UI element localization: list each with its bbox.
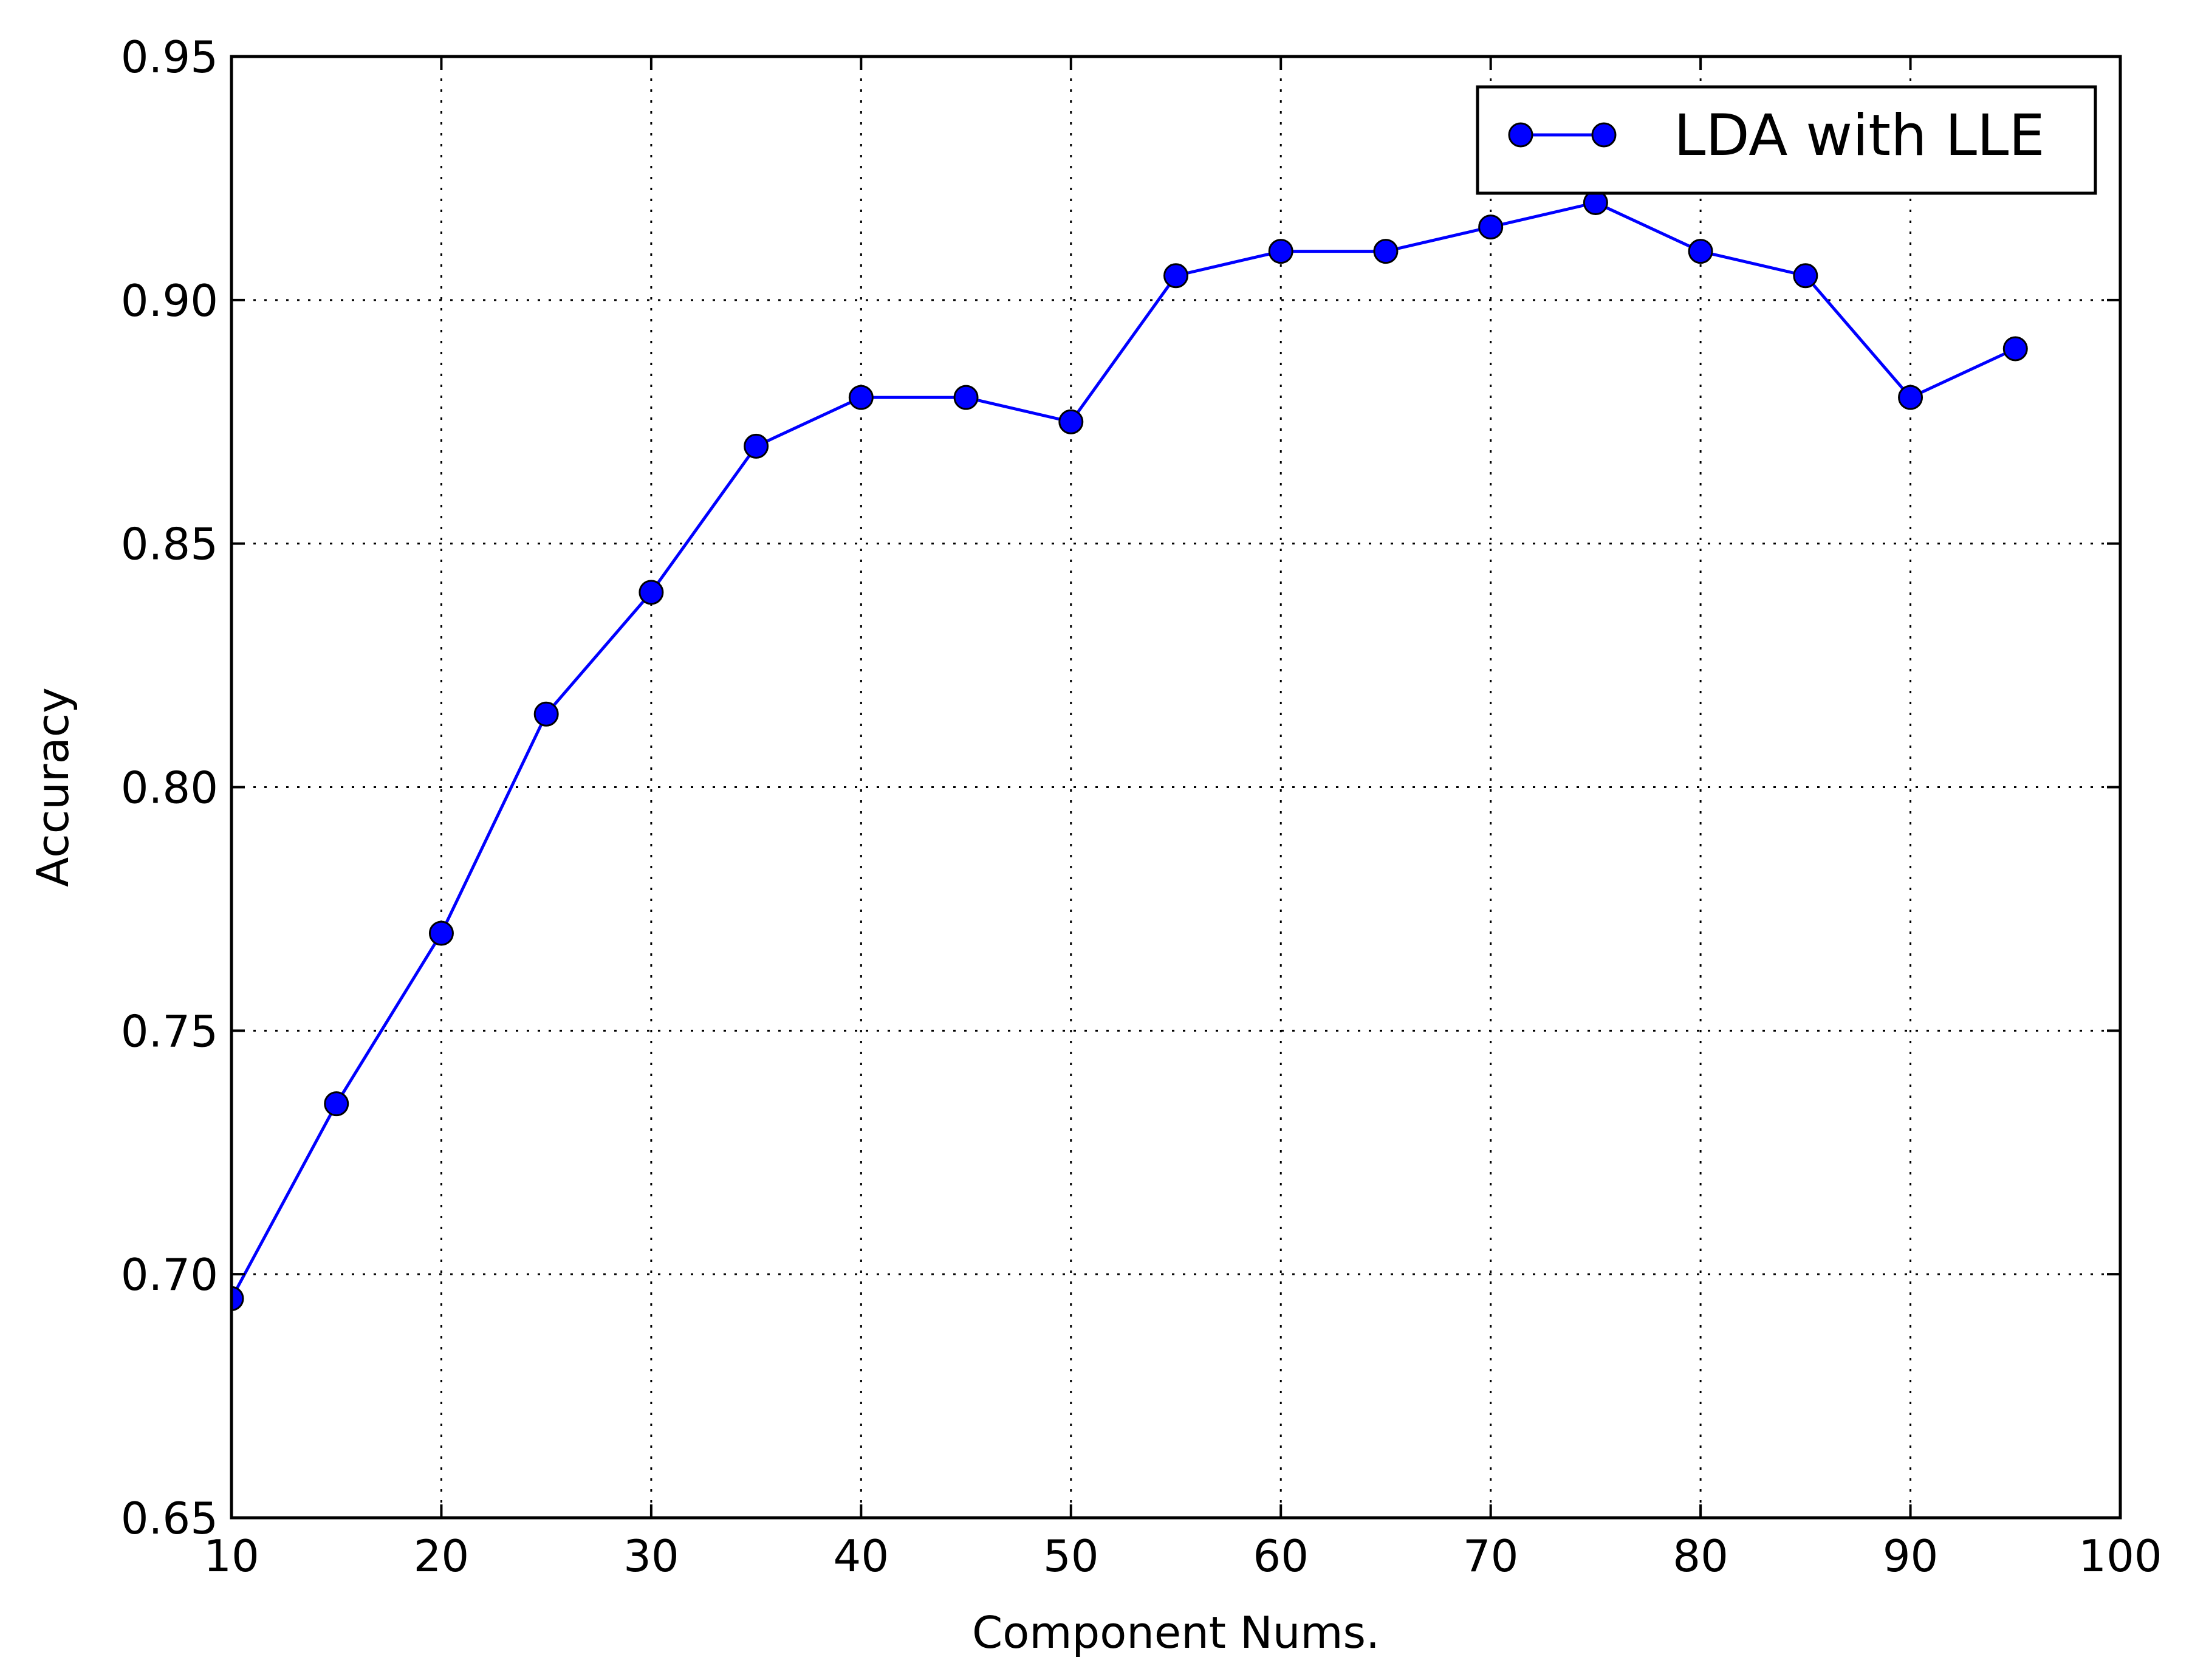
x-tick-label: 30 — [623, 1531, 679, 1582]
data-point — [231, 1286, 244, 1311]
y-tick-label: 0.80 — [121, 763, 218, 814]
legend-label: LDA with LLE — [1674, 103, 2045, 169]
x-axis-title: Component Nums. — [972, 1607, 1380, 1658]
data-point — [1373, 239, 1399, 264]
x-tick-label: 20 — [414, 1531, 470, 1582]
y-axis-title: Accuracy — [27, 687, 78, 887]
data-point — [1268, 239, 1293, 264]
data-point — [2002, 336, 2028, 362]
data-point — [848, 385, 874, 410]
data-point — [1898, 385, 1923, 410]
x-tick-label: 40 — [834, 1531, 889, 1582]
data-point — [533, 701, 559, 727]
data-point — [639, 580, 664, 605]
x-tick-label: 70 — [1463, 1531, 1519, 1582]
series-layer — [230, 190, 2028, 1311]
data-point — [324, 1091, 349, 1117]
y-tick-label: 0.75 — [121, 1006, 218, 1057]
data-point — [428, 921, 454, 946]
data-point — [744, 433, 769, 459]
y-tick-label: 0.70 — [121, 1249, 218, 1300]
legend: LDA with LLE — [1476, 85, 2097, 195]
x-tick-label: 50 — [1043, 1531, 1099, 1582]
legend-marker — [1591, 122, 1617, 148]
y-tick-label: 0.90 — [121, 275, 218, 326]
data-point — [1793, 263, 1818, 289]
data-point — [1163, 263, 1188, 289]
tick-labels: 10 20 30 40 50 60 70 80 90 100 0.65 0.70 0.75 0.80 0.8… — [121, 32, 2162, 1582]
ticks — [230, 55, 2122, 1519]
x-tick-label: 80 — [1673, 1531, 1728, 1582]
y-tick-label: 0.65 — [121, 1493, 218, 1544]
data-point — [1688, 239, 1713, 264]
data-point — [953, 385, 979, 410]
data-point — [1058, 409, 1084, 434]
data-point — [1478, 214, 1504, 240]
series-line — [230, 201, 2016, 1300]
x-tick-label: 10 — [204, 1531, 259, 1582]
legend-marker — [1508, 122, 1533, 148]
x-tick-label: 90 — [1883, 1531, 1939, 1582]
x-tick-label: 60 — [1253, 1531, 1309, 1582]
x-tick-label: 100 — [2078, 1531, 2162, 1582]
y-tick-label: 0.95 — [121, 32, 218, 83]
y-tick-label: 0.85 — [121, 519, 218, 570]
legend-box — [1476, 85, 2097, 195]
